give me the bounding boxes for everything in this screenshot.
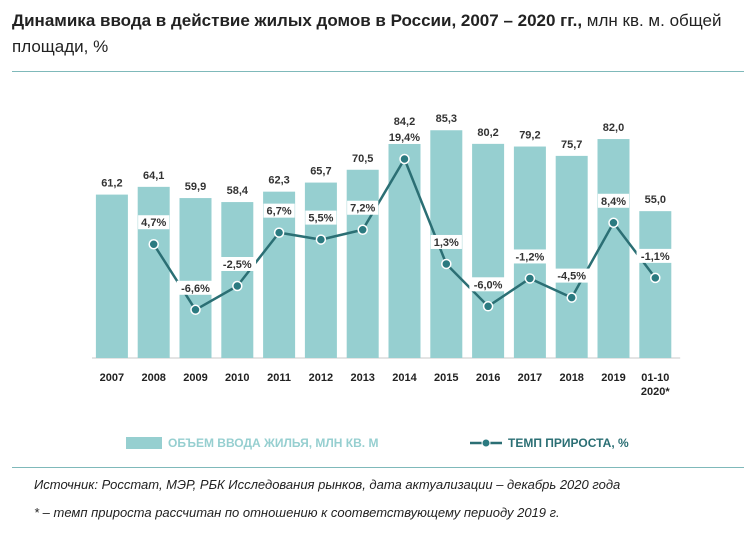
top-divider: [12, 71, 744, 72]
growth-label-bg-10: [511, 249, 549, 264]
bar-label-4: 62,3: [268, 175, 289, 187]
bar-label-6: 70,5: [352, 153, 373, 165]
growth-label-3: -2,5%: [223, 259, 252, 271]
growth-label-bg-7: [385, 129, 424, 144]
bar-5: [304, 182, 337, 358]
growth-marker-13: [650, 272, 661, 284]
growth-label-bg-2: [176, 280, 215, 295]
growth-marker-6: [357, 224, 368, 235]
x-tick-6: 2013: [350, 372, 374, 384]
source-note: Источник: Росстат, МЭР, РБК Исследования…: [34, 477, 621, 492]
bar-1: [137, 186, 170, 358]
chart-title-bold: Динамика ввода в действие жилых домов в …: [12, 11, 583, 30]
x-tick-11: 2018: [559, 372, 583, 384]
growth-label-10: -1,2%: [516, 251, 545, 263]
bar-label-11: 75,7: [561, 139, 582, 151]
bar-13: [639, 211, 672, 358]
bar-11: [555, 155, 588, 358]
bar-7: [388, 133, 421, 358]
bar-4: [263, 191, 296, 358]
bar-label-5: 65,7: [310, 166, 331, 178]
bottom-divider: [12, 467, 744, 468]
growth-marker-3: [232, 280, 243, 292]
growth-label-6: 7,2%: [350, 203, 375, 215]
x-tick-1: 2008: [141, 372, 165, 384]
x-tick-2: 2009: [183, 372, 207, 384]
bar-6: [346, 169, 379, 358]
growth-marker-9: [482, 301, 494, 312]
growth-label-11: -4,5%: [557, 271, 586, 283]
growth-label-9: -6,0%: [474, 279, 503, 291]
growth-marker-2: [190, 304, 201, 316]
growth-marker-1: [148, 238, 159, 250]
legend-bar-swatch: [126, 437, 162, 449]
legend-line-marker: [481, 438, 491, 448]
legend-line-label: ТЕМП ПРИРОСТА, %: [508, 436, 629, 450]
growth-label-bg-8: [430, 234, 462, 249]
growth-label-bg-1: [138, 215, 170, 230]
footnote: * – темп прироста рассчитан по отношению…: [34, 505, 560, 520]
growth-marker-5: [315, 234, 327, 245]
bar-0: [95, 194, 128, 358]
growth-label-4: 6,7%: [267, 206, 292, 218]
x-tick-12: 2019: [601, 372, 625, 384]
bar-label-1: 64,1: [143, 170, 164, 182]
bar-2: [179, 198, 212, 358]
x-tick-5: 2012: [309, 372, 333, 384]
growth-label-bg-4: [263, 203, 295, 218]
growth-label-1: 4,7%: [141, 217, 166, 229]
growth-label-2: -6,6%: [181, 283, 210, 295]
x-tick-7: 2014: [392, 372, 417, 384]
x-tick-8: 2015: [434, 372, 458, 384]
x-tick-3: 2010: [225, 372, 249, 384]
x-tick-4: 2011: [267, 372, 291, 384]
chart-area: 61,2 64,1 59,9 58,4 62,3 65,7 70,5 84,2 85,3 80,2…: [92, 113, 681, 450]
bar-label-0: 61,2: [101, 178, 122, 190]
x-tick-13-0: 01-10: [641, 372, 669, 384]
growth-label-bg-13: [636, 248, 675, 263]
bar-9: [472, 143, 505, 358]
bar-3: [221, 202, 254, 358]
growth-marker-11: [566, 292, 577, 303]
growth-label-7: 19,4%: [389, 132, 420, 144]
growth-label-5: 5,5%: [308, 213, 333, 225]
bar-label-3: 58,4: [227, 185, 249, 197]
chart-title-rest: млн кв. м. общей площади, %: [12, 11, 722, 56]
growth-marker-12: [608, 217, 619, 229]
bar-label-13: 55,0: [645, 194, 666, 206]
growth-label-bg-3: [218, 257, 257, 271]
legend-bar-label: ОБЪЕМ ВВОДА ЖИЛЬЯ, МЛН КВ. М: [168, 436, 378, 450]
growth-label-8: 1,3%: [434, 237, 459, 249]
x-tick-0: 2007: [100, 372, 124, 384]
growth-label-13: -1,1%: [641, 251, 670, 263]
growth-marker-4: [273, 227, 285, 238]
x-tick-13-1: 2020*: [641, 386, 670, 398]
growth-label-bg-12: [597, 193, 630, 208]
growth-label-bg-5: [305, 210, 337, 225]
bar-label-12: 82,0: [603, 122, 624, 134]
chart-title: Динамика ввода в действие жилых домов в …: [12, 8, 742, 60]
growth-marker-7: [399, 153, 410, 165]
x-tick-9: 2016: [476, 372, 500, 384]
bar-label-8: 85,3: [436, 113, 457, 125]
growth-label-bg-6: [347, 200, 379, 215]
bar-12: [597, 139, 630, 358]
bar-label-2: 59,9: [185, 181, 206, 193]
bar-label-9: 80,2: [477, 127, 498, 139]
growth-label-bg-9: [469, 277, 507, 292]
x-tick-10: 2017: [518, 372, 542, 384]
growth-marker-8: [441, 258, 452, 270]
growth-marker-10: [524, 273, 536, 284]
bar-label-10: 79,2: [519, 130, 540, 142]
bar-label-7: 84,2: [394, 116, 415, 128]
growth-label-12: 8,4%: [601, 196, 626, 208]
growth-label-bg-11: [552, 268, 591, 283]
